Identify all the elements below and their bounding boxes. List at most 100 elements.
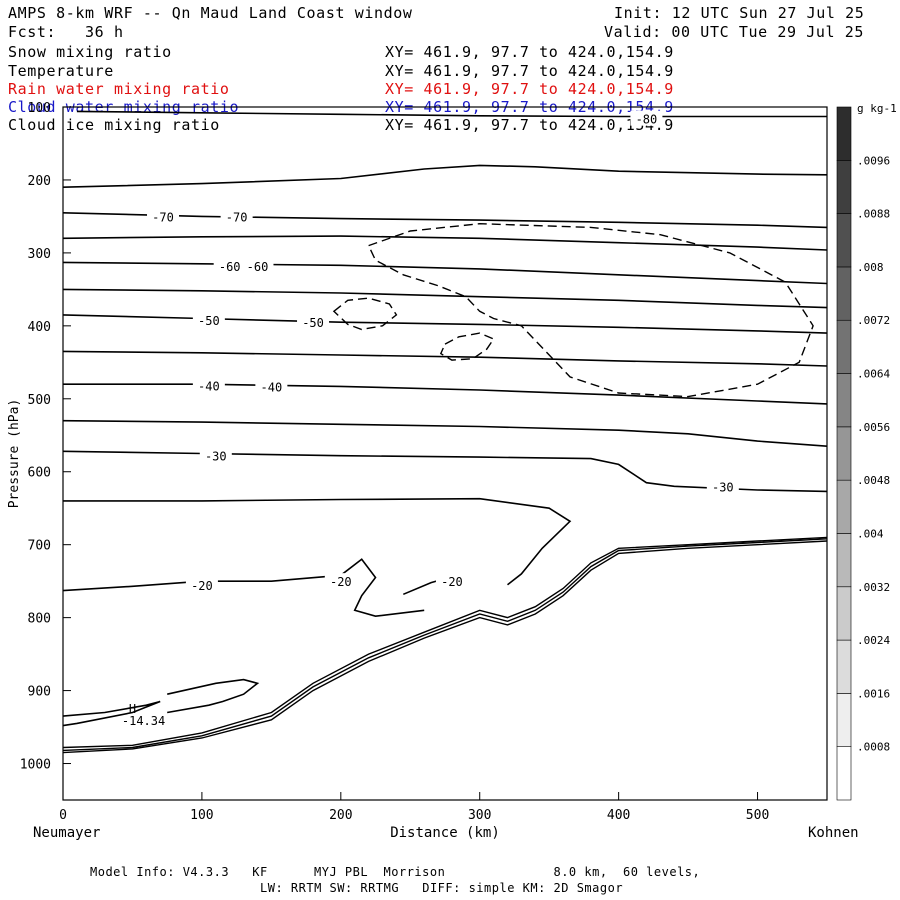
colorbar-level-label: .008 (857, 261, 884, 274)
var-label-snow: Snow mixing ratio (8, 43, 172, 61)
var-xy-temperature: XY= 461.9, 97.7 to 424.0,154.9 (385, 62, 674, 80)
colorbar-swatch (836, 586, 852, 641)
y-tick-label: 500 (28, 393, 51, 408)
colorbar-level-label: .004 (857, 527, 884, 540)
temperature-contour (62, 288, 828, 309)
model-physics: LW: RRTM SW: RRTMG DIFF: simple KM: 2D S… (260, 881, 624, 895)
contour-label-bg (241, 258, 274, 274)
colorbar-swatch (836, 319, 852, 374)
contour-label: -30 (205, 450, 227, 464)
colorbar-level-label: .0056 (857, 421, 890, 434)
colorbar-swatch (836, 213, 852, 268)
contour-label: -60 (219, 260, 241, 274)
temperature-contour (62, 350, 828, 367)
temperature-contour (63, 383, 828, 405)
contour-label: -20 (191, 579, 213, 593)
contour-label-bg (192, 377, 225, 393)
temperature-contour (167, 678, 260, 714)
init-time: Init: 12 UTC Sun 27 Jul 25 (614, 4, 865, 22)
colorbar-level-label: .0088 (857, 208, 890, 221)
contour-label: -70 (152, 210, 174, 224)
x-tick-label: 100 (190, 808, 213, 823)
temperature-contour (62, 314, 828, 334)
contour-label-bg (220, 208, 253, 224)
y-tick-label: 800 (28, 612, 51, 627)
x-tick-label: 0 (59, 808, 67, 823)
y-tick-label: 1000 (20, 758, 51, 773)
high-value-label: -14.34 (122, 714, 165, 728)
colorbar-level-label: .0048 (857, 474, 890, 487)
y-tick-label: 600 (28, 466, 51, 481)
x-tick-label: 500 (746, 808, 769, 823)
contour-label-bg (147, 208, 180, 224)
x-tick-label: 400 (607, 808, 630, 823)
contour-label-bg (297, 314, 330, 330)
contour-label: -80 (636, 113, 658, 127)
x-tick-label: 300 (468, 808, 491, 823)
contour-label-bg (630, 110, 663, 126)
colorbar-level-label: .0072 (857, 314, 890, 327)
var-label-rain: Rain water mixing ratio (8, 80, 230, 98)
temperature-contour (76, 110, 827, 118)
contour-label-bg (255, 378, 288, 394)
colorbar-level-label: .0008 (857, 741, 890, 754)
valid-time: Valid: 00 UTC Tue 29 Jul 25 (604, 23, 865, 41)
terrain-line (62, 538, 828, 752)
colorbar-level-label: .0024 (857, 634, 890, 647)
colorbar-unit: g kg-1 (857, 102, 897, 115)
temperature-contour (62, 700, 161, 727)
var-xy-snow: XY= 461.9, 97.7 to 424.0,154.9 (385, 43, 674, 61)
colorbar-swatch (836, 160, 852, 214)
contour-label-bg (324, 573, 357, 589)
contour-label-bg (185, 576, 218, 592)
y-tick-label: 400 (28, 320, 51, 335)
contour-label: -20 (441, 575, 463, 589)
y-tick-label: 100 (28, 101, 51, 116)
var-label-temperature: Temperature (8, 62, 114, 80)
x-tick-label: 200 (329, 808, 352, 823)
terrain-line (62, 536, 828, 749)
contour-label: -50 (302, 316, 324, 330)
contour-label: -40 (261, 380, 283, 394)
colorbar-level-label: .0096 (857, 154, 890, 167)
colorbar-swatch (836, 746, 852, 801)
y-tick-label: 700 (28, 539, 51, 554)
colorbar-level-label: .0016 (857, 687, 890, 700)
colorbar-level-label: .0064 (857, 368, 890, 381)
temperature-contour (62, 235, 828, 251)
x-endpoint-left: Neumayer (33, 825, 100, 841)
x-endpoint-right: Kohnen (808, 825, 859, 841)
temperature-contour (62, 558, 425, 618)
forecast-hour: Fcst: 36 h (8, 23, 124, 41)
chart-title: AMPS 8-km WRF -- Qn Maud Land Coast wind… (8, 4, 413, 22)
cloud-ice-region (367, 222, 814, 398)
contour-label-bg (192, 312, 225, 328)
temperature-contour (62, 164, 828, 188)
temperature-contour (62, 261, 828, 285)
colorbar-swatch (836, 266, 852, 321)
y-tick-label: 300 (28, 247, 51, 262)
contour-label: -20 (330, 575, 352, 589)
temperature-contour (62, 212, 828, 229)
contour-label-bg (706, 478, 739, 494)
contour-label-bg (435, 573, 468, 589)
colorbar-swatch (836, 639, 852, 694)
y-tick-label: 900 (28, 685, 51, 700)
colorbar-swatch (836, 693, 852, 747)
colorbar-swatch (836, 106, 852, 161)
contour-label-bg (213, 258, 246, 274)
cloud-ice-region (332, 297, 398, 331)
contour-label: -70 (226, 210, 248, 224)
contour-label: -40 (198, 380, 220, 394)
colorbar-swatch (836, 426, 852, 481)
contour-label-bg (199, 447, 232, 463)
plot-frame (62, 106, 828, 801)
contour-label: -50 (198, 314, 220, 328)
temperature-contour (63, 497, 572, 586)
contour-label: -60 (247, 260, 269, 274)
colorbar-swatch (836, 479, 852, 534)
var-xy-rain: XY= 461.9, 97.7 to 424.0,154.9 (385, 80, 674, 98)
y-axis-title: Pressure (hPa) (7, 399, 22, 509)
var-label-cloud-ice: Cloud ice mixing ratio (8, 116, 220, 134)
